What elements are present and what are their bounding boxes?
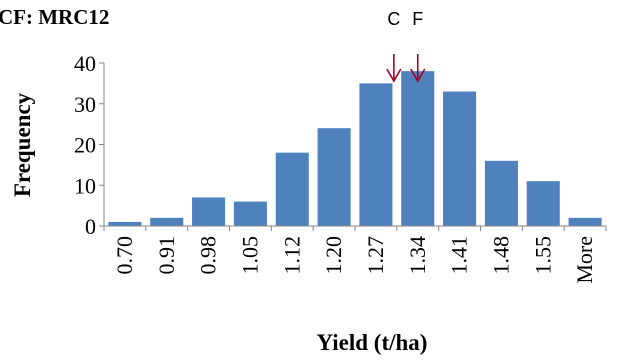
x-tick-label: 0.91 bbox=[154, 236, 179, 275]
y-tick-label: 20 bbox=[74, 133, 96, 158]
bar bbox=[443, 91, 477, 227]
bar bbox=[359, 83, 393, 226]
x-tick-label: 1.27 bbox=[363, 236, 388, 275]
bar bbox=[275, 152, 309, 226]
x-tick-label: More bbox=[572, 236, 597, 284]
x-tick-label: 1.20 bbox=[321, 236, 346, 275]
x-tick-label: 1.48 bbox=[488, 236, 513, 275]
marker-arrow-head bbox=[410, 68, 426, 83]
y-axis-title: Frequency bbox=[10, 92, 35, 197]
bar bbox=[568, 217, 602, 226]
x-tick-label: 1.41 bbox=[447, 236, 472, 275]
marker-label: C bbox=[387, 9, 400, 29]
x-tick-label: 1.55 bbox=[530, 236, 555, 275]
marker-label: F bbox=[412, 9, 423, 29]
bar bbox=[401, 71, 435, 227]
x-axis-title: Yield (t/ha) bbox=[317, 330, 428, 355]
x-tick-label: 0.98 bbox=[196, 236, 221, 275]
bar bbox=[317, 128, 351, 226]
x-axis: 0.70 0.91 0.98 1.05 1.12 1.20 1.27 1.34 1.41 1.48… bbox=[103, 225, 607, 284]
x-tick-label: 1.12 bbox=[279, 236, 304, 275]
marker-arrow-head bbox=[386, 68, 402, 83]
y-tick-label: 0 bbox=[85, 214, 96, 239]
bar bbox=[484, 160, 518, 226]
marker-c: C bbox=[386, 9, 402, 83]
x-tick-label: 0.70 bbox=[112, 236, 137, 275]
x-tick-label: 1.34 bbox=[405, 236, 430, 275]
y-tick-label: 40 bbox=[74, 51, 96, 76]
y-axis: 0 10 20 30 40 bbox=[74, 51, 105, 239]
marker-f: F bbox=[410, 9, 426, 83]
y-tick-label: 10 bbox=[74, 173, 96, 198]
bar bbox=[108, 221, 142, 226]
bar bbox=[192, 197, 226, 226]
bar bbox=[150, 217, 184, 226]
y-tick-label: 30 bbox=[74, 92, 96, 117]
bars bbox=[108, 71, 602, 227]
chart-title: CF: MRC12 bbox=[0, 5, 109, 29]
bar bbox=[526, 181, 560, 226]
x-tick-label: 1.05 bbox=[237, 236, 262, 275]
bar bbox=[233, 201, 267, 226]
